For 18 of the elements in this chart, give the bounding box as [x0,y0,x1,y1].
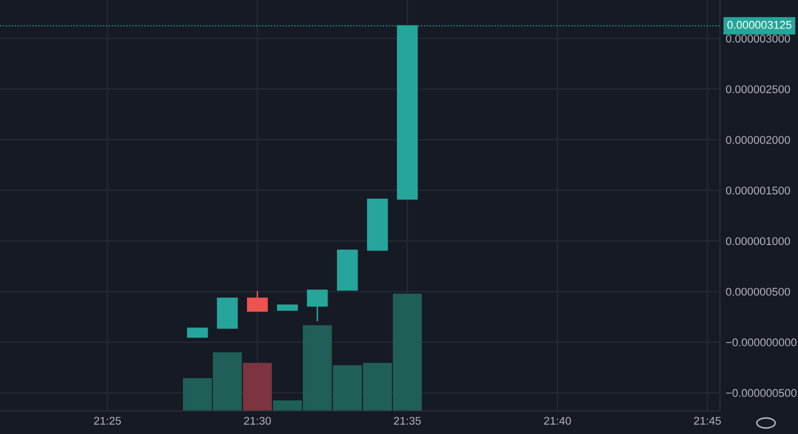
y-tick-label: 0.000002000 [726,136,790,144]
y-tick-label: 0.000002500 [726,85,790,94]
bar [242,362,272,411]
x-tick-label: 21:25 [94,416,121,425]
y-tick-label: 0.000003000 [726,34,790,43]
x-tick-label: 21:35 [394,416,421,425]
x-tick-label: 21:40 [544,416,571,425]
y-tick-label: −0.000000500 [726,389,796,397]
candlestick [246,290,268,312]
y-tick-label: −0.000000000 [726,338,796,346]
candlestick [306,289,328,322]
x-tick-label: 21:30 [244,416,271,425]
y-tick-label: 0.000001500 [726,186,790,194]
ref-line-label: 0.000003125 [727,20,792,29]
y-tick-label: 0.000000500 [726,288,790,296]
x-tick-label: 21:45 [694,416,721,425]
candlestick [187,328,208,338]
y-tick-label: 0.000001000 [726,237,790,246]
